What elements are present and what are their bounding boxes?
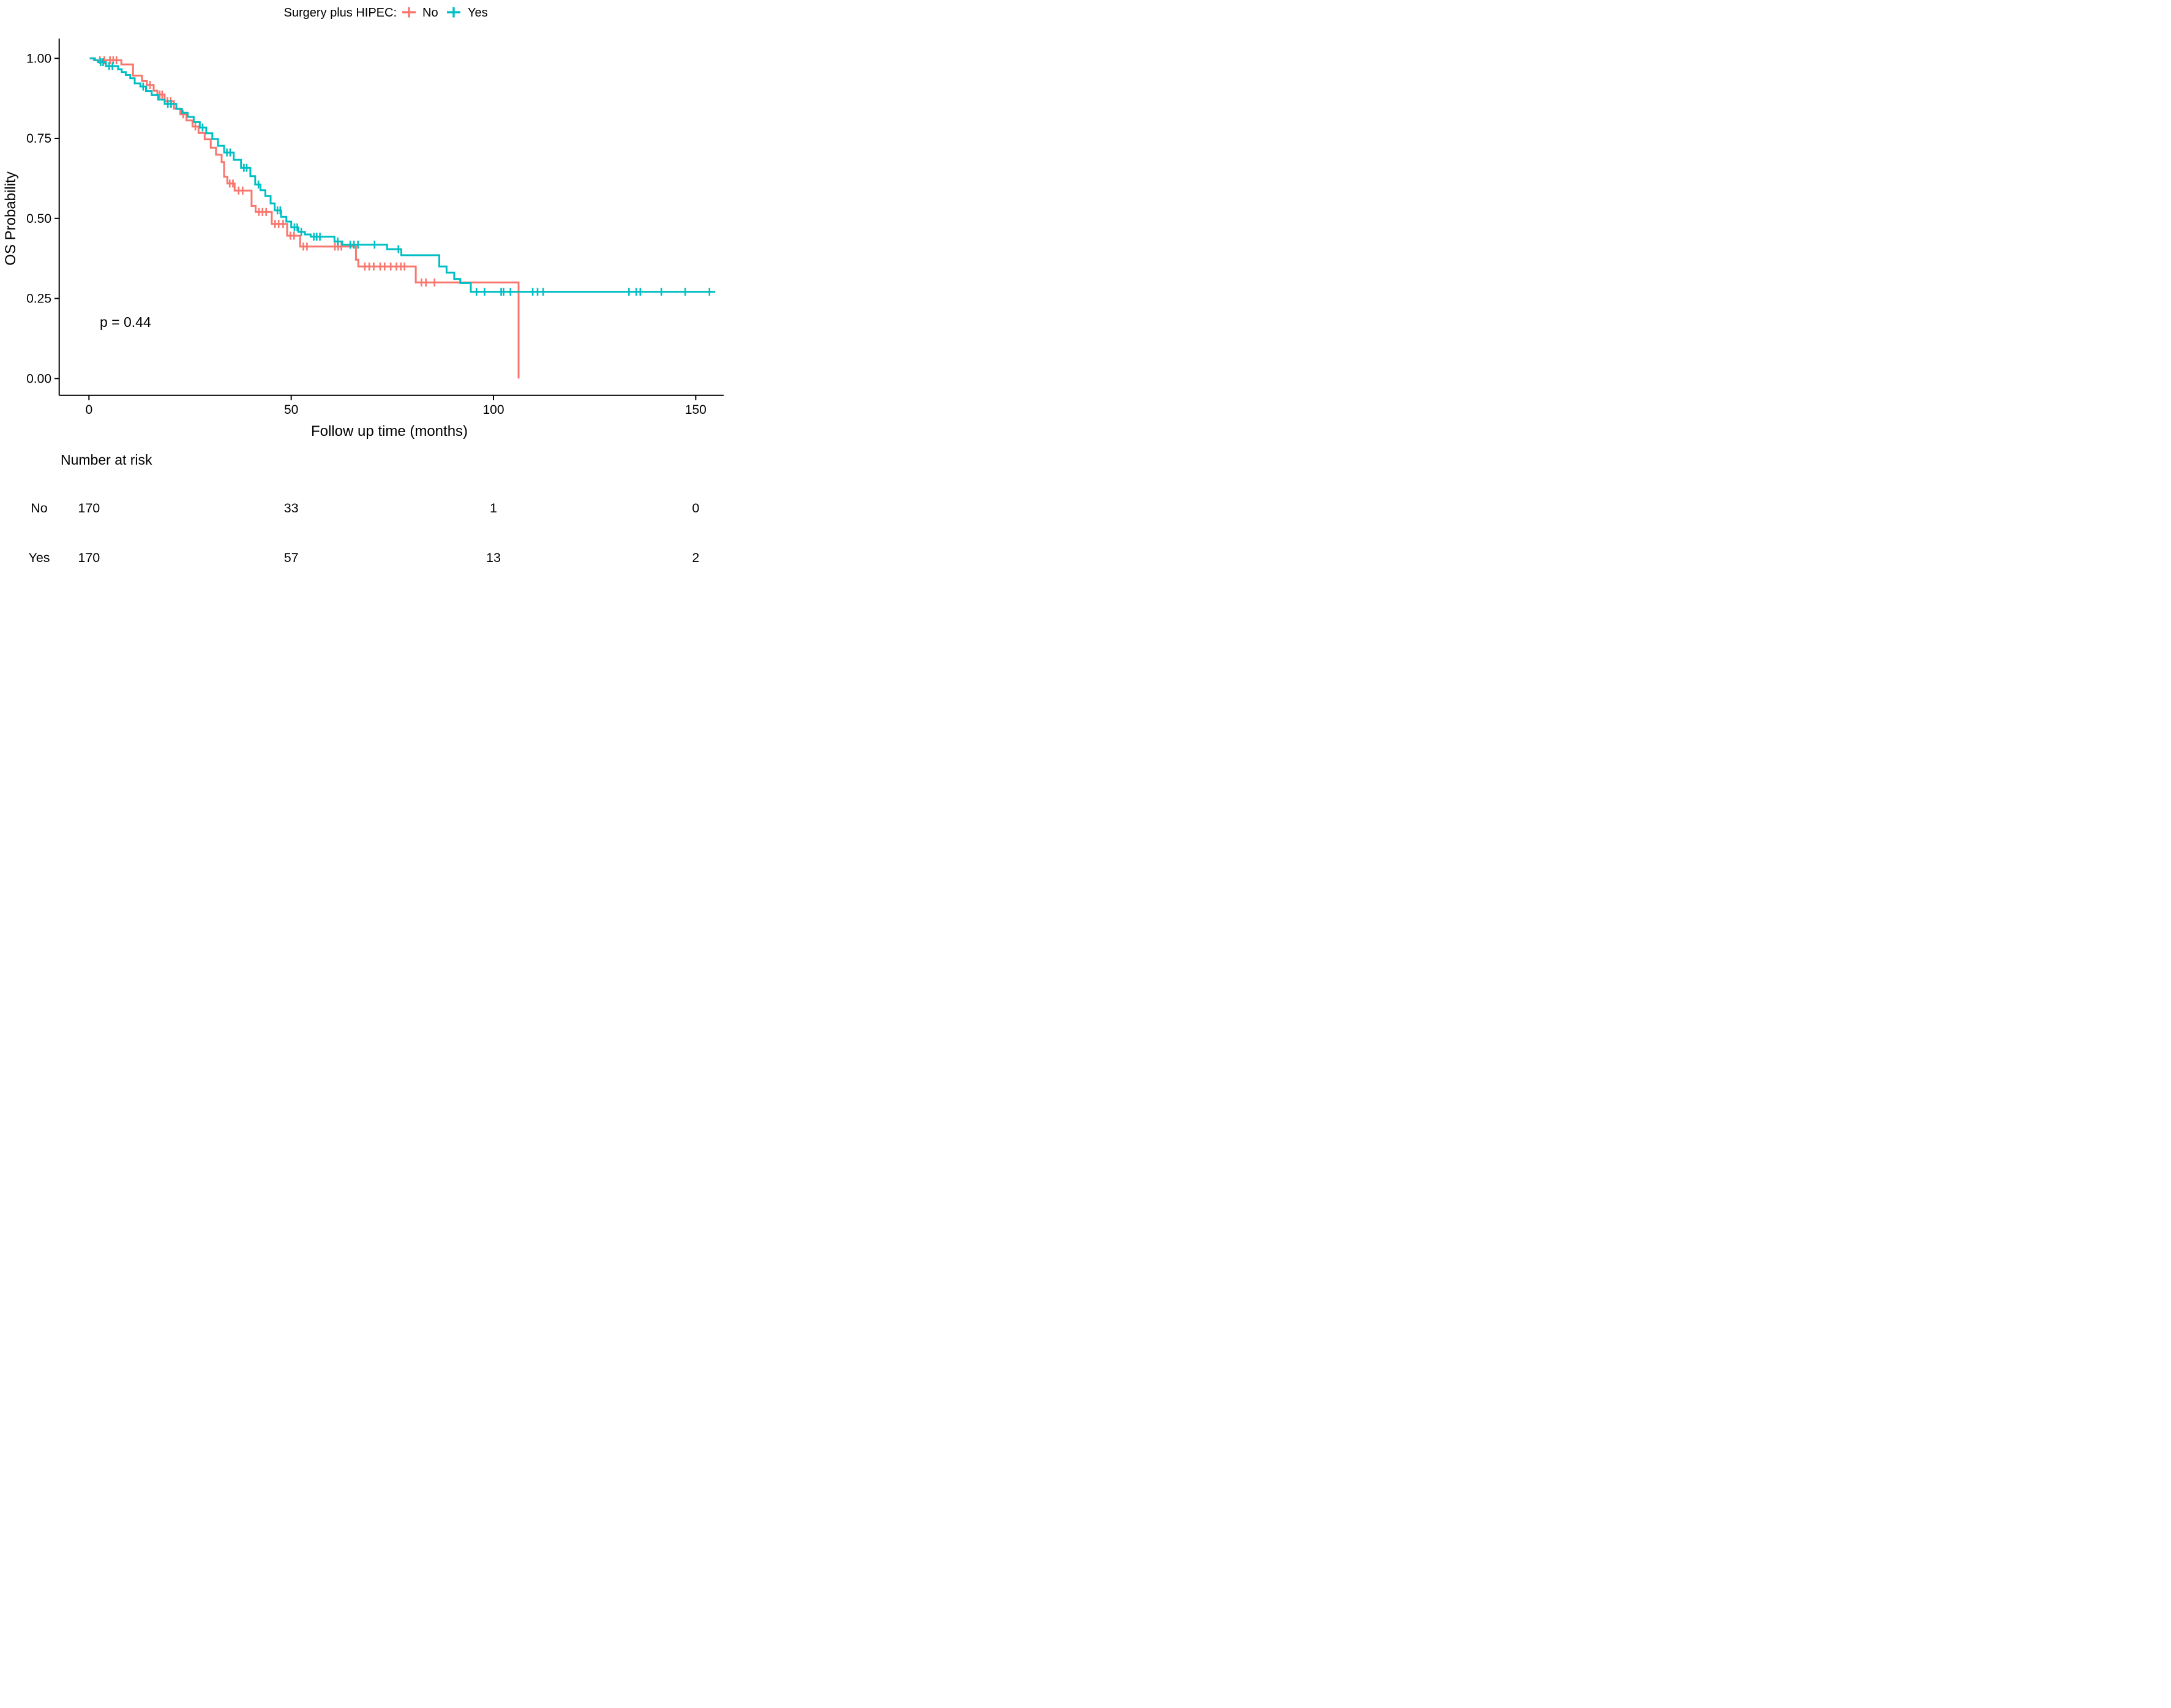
risk-value: 170: [78, 501, 100, 515]
risk-value: 57: [284, 550, 299, 565]
survival-curves: [89, 56, 716, 379]
x-tick-label: 150: [685, 403, 707, 417]
legend-key-yes-icon: [447, 7, 460, 18]
legend-key-no-icon: [402, 7, 416, 18]
x-tick-label: 100: [482, 403, 504, 417]
y-axis-ticks: 0.00 0.25 0.50 0.75 1.00: [26, 51, 59, 386]
risk-value: 33: [284, 501, 299, 515]
risk-value: 0: [692, 501, 699, 515]
km-survival-figure: Surgery plus HIPEC: No Yes 0.00 0.25 0.50 0…: [0, 0, 724, 569]
risk-value: 1: [490, 501, 497, 515]
legend: Surgery plus HIPEC: No Yes: [283, 6, 487, 20]
legend-label-yes: Yes: [468, 6, 488, 20]
risk-row-label-no: No: [31, 501, 48, 515]
legend-label-no: No: [422, 6, 438, 20]
km-curve-no: [89, 57, 520, 379]
x-tick-label: 50: [284, 403, 298, 417]
risk-table-rows: No 170 33 1 0 Yes 170 57 13 2: [28, 501, 699, 565]
risk-value: 2: [692, 550, 699, 565]
p-value-annotation: p = 0.44: [100, 314, 151, 330]
legend-title: Surgery plus HIPEC:: [283, 6, 397, 20]
x-tick-label: 0: [85, 403, 92, 417]
y-tick-label: 0.25: [26, 292, 51, 306]
y-tick-label: 1.00: [26, 51, 51, 66]
y-tick-label: 0.00: [26, 372, 51, 386]
y-tick-label: 0.75: [26, 132, 51, 146]
x-axis-ticks: 0 50 100 150: [85, 395, 707, 417]
y-axis-title: OS Probability: [2, 171, 19, 265]
risk-row-label-yes: Yes: [28, 550, 50, 565]
plot-panel: 0.00 0.25 0.50 0.75 1.00 0 50 100 150 p = 0.44: [26, 39, 724, 417]
km-plot-canvas: Surgery plus HIPEC: No Yes 0.000.250.500…: [2, 6, 724, 565]
risk-table-title: Number at risk: [61, 452, 152, 468]
risk-value: 13: [486, 550, 501, 565]
km-curve-yes: [89, 57, 716, 293]
risk-table: Number at risk No 170 33 1 0 Yes 170 57 13 2: [28, 452, 699, 565]
y-tick-label: 0.50: [26, 212, 51, 226]
x-axis-title: Follow up time (months): [311, 423, 468, 440]
risk-value: 170: [78, 550, 100, 565]
